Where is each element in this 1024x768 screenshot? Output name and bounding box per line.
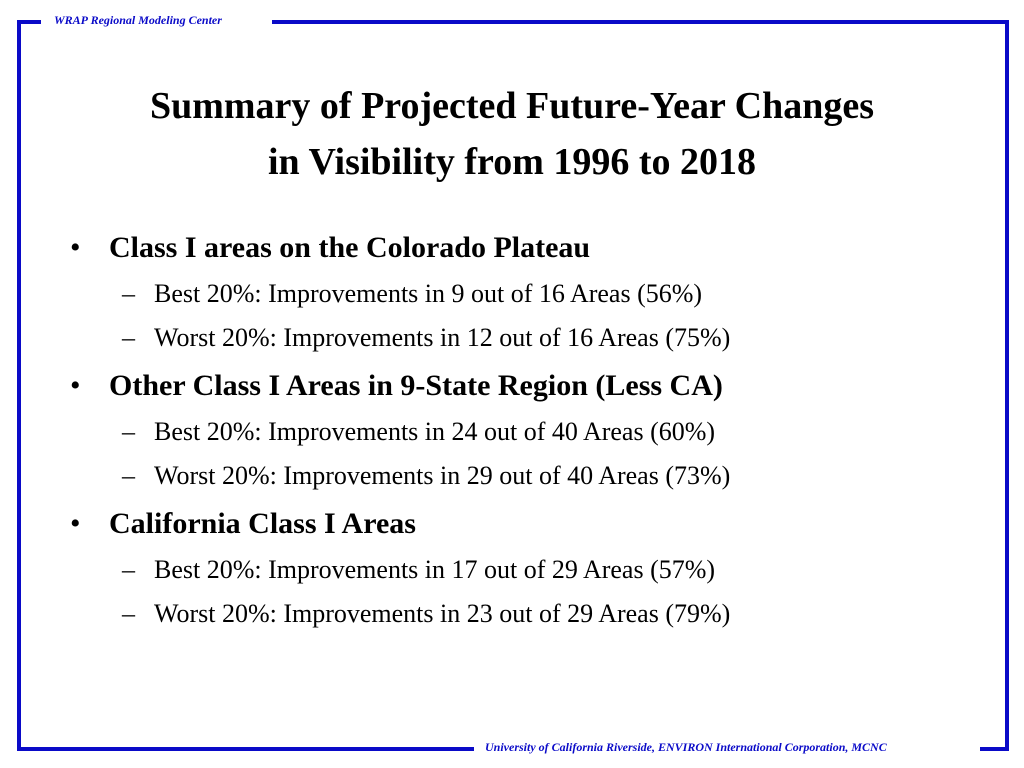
list-item-text: Best 20%: Improvements in 24 out of 40 A… [154, 417, 716, 446]
slide-title-line-1: Summary of Projected Future-Year Changes [149, 85, 874, 127]
list-item: – Best 20%: Improvements in 9 out of 16 … [70, 272, 990, 316]
section-heading: • California Class I Areas [70, 500, 990, 548]
list-item: – Worst 20%: Improvements in 29 out of 4… [70, 454, 990, 498]
section-heading: • Other Class I Areas in 9-State Region … [70, 362, 990, 410]
list-item-text: Worst 20%: Improvements in 29 out of 40 … [154, 461, 731, 490]
list-item: – Best 20%: Improvements in 17 out of 29… [70, 548, 990, 592]
bullet-icon: • [70, 231, 81, 264]
list-item: – Worst 20%: Improvements in 23 out of 2… [70, 592, 990, 636]
section-heading: • Class I areas on the Colorado Plateau [70, 224, 990, 272]
section-other-class-i: • Other Class I Areas in 9-State Region … [70, 362, 990, 498]
list-item-text: Best 20%: Improvements in 17 out of 29 A… [154, 555, 716, 584]
section-heading-text: California Class I Areas [109, 507, 416, 540]
dash-icon: – [122, 417, 135, 446]
section-colorado-plateau: • Class I areas on the Colorado Plateau … [70, 224, 990, 360]
list-item: – Worst 20%: Improvements in 12 out of 1… [70, 316, 990, 360]
dash-icon: – [122, 599, 135, 628]
list-item-text: Worst 20%: Improvements in 23 out of 29 … [154, 599, 731, 628]
bullet-icon: • [70, 369, 81, 402]
bullet-list: • Class I areas on the Colorado Plateau … [70, 224, 990, 638]
slide-title-line-2: in Visibility from 1996 to 2018 [267, 141, 757, 183]
frame-border-top-right [272, 20, 1009, 24]
dash-icon: – [122, 461, 135, 490]
dash-icon: – [122, 279, 135, 308]
header-org-label: WRAP Regional Modeling Center [54, 13, 222, 27]
section-california: • California Class I Areas – Best 20%: I… [70, 500, 990, 636]
frame-border-bottom-left [17, 747, 474, 751]
frame-border-bottom-right [980, 747, 1009, 751]
list-item: – Best 20%: Improvements in 24 out of 40… [70, 410, 990, 454]
slide-title: Summary of Projected Future-Year Changes… [40, 78, 984, 190]
frame-border-right [1005, 20, 1009, 751]
dash-icon: – [122, 555, 135, 584]
footer-credits: University of California Riverside, ENVI… [485, 740, 887, 754]
list-item-text: Best 20%: Improvements in 9 out of 16 Ar… [154, 279, 703, 308]
frame-border-top-left [17, 20, 41, 24]
bullet-icon: • [70, 507, 81, 540]
section-heading-text: Other Class I Areas in 9-State Region (L… [109, 369, 723, 402]
frame-border-left [17, 20, 21, 751]
list-item-text: Worst 20%: Improvements in 12 out of 16 … [154, 323, 731, 352]
dash-icon: – [122, 323, 135, 352]
section-heading-text: Class I areas on the Colorado Plateau [109, 231, 591, 264]
